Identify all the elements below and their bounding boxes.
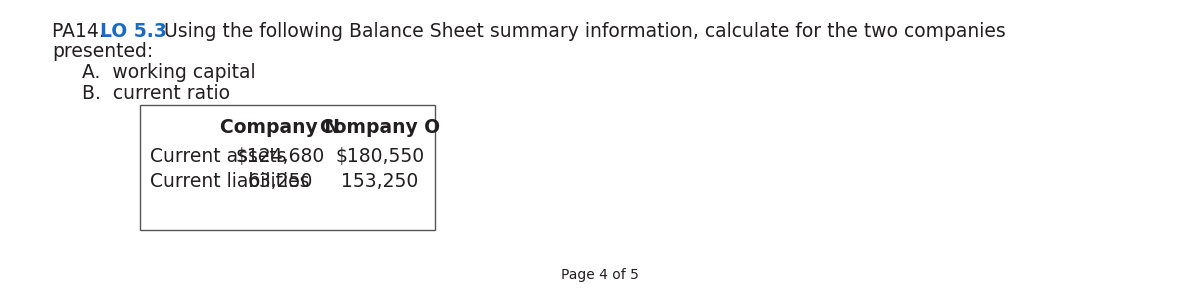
Bar: [140, 105, 436, 230]
Text: LO 5.3: LO 5.3: [100, 22, 167, 41]
Text: Company N: Company N: [220, 118, 340, 137]
Text: A.  working capital: A. working capital: [82, 63, 256, 82]
Text: $180,550: $180,550: [336, 147, 425, 166]
Text: 153,250: 153,250: [341, 172, 419, 191]
Text: B.  current ratio: B. current ratio: [82, 84, 230, 103]
Text: Current liabilities: Current liabilities: [150, 172, 310, 191]
Text: Using the following Balance Sheet summary information, calculate for the two com: Using the following Balance Sheet summar…: [158, 22, 1006, 41]
Text: Current assets: Current assets: [150, 147, 287, 166]
Text: Company O: Company O: [320, 118, 440, 137]
Text: PA14.: PA14.: [52, 22, 110, 41]
Text: presented:: presented:: [52, 42, 154, 61]
Text: $124,680: $124,680: [235, 147, 325, 166]
Text: Page 4 of 5: Page 4 of 5: [562, 268, 638, 282]
Text: 63,250: 63,250: [247, 172, 313, 191]
